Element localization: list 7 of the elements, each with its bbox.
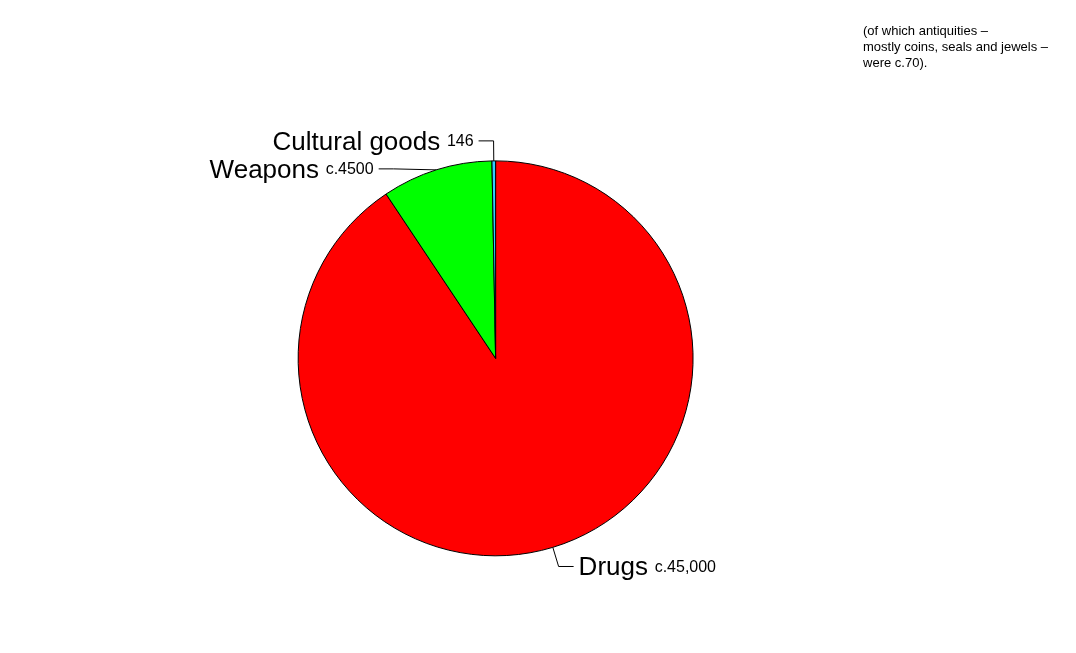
slice-label: Drugs (578, 551, 648, 582)
slice-label: Weapons (209, 153, 319, 184)
text: (of which antiquities – mostly coins, seals and jewels – were c.70). (862, 22, 1049, 70)
slice-label: Cultural goods (272, 125, 441, 156)
data-label: c.45,000 (654, 557, 717, 575)
data-label: 146 (446, 132, 474, 150)
data-label: c.4500 (325, 160, 374, 178)
